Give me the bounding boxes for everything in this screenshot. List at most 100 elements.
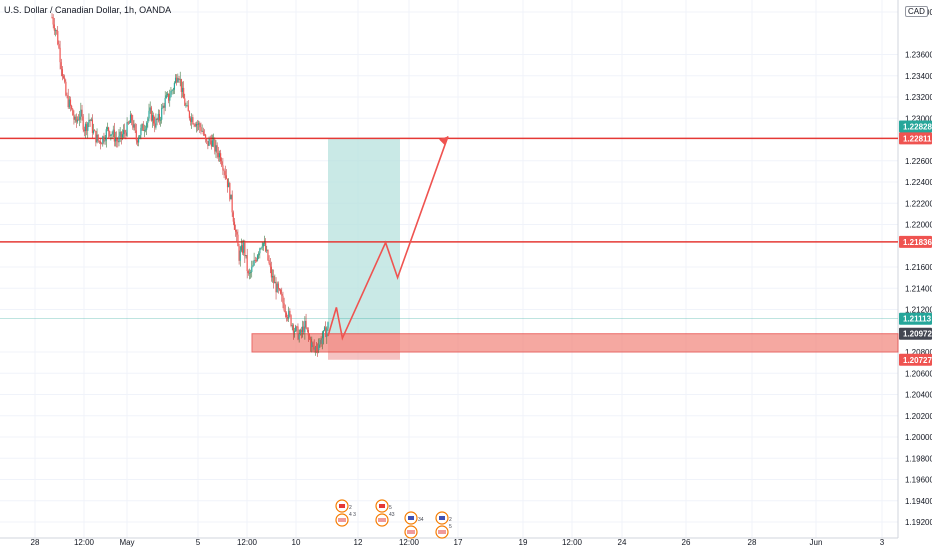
candle-body xyxy=(216,145,218,153)
event-count: 34 xyxy=(418,517,424,523)
candle-body xyxy=(80,109,82,117)
candle-body xyxy=(280,289,282,294)
candle-body xyxy=(201,130,203,132)
candle-body xyxy=(226,178,229,188)
candle-body xyxy=(241,245,244,253)
candle-body xyxy=(300,329,303,333)
event-count: 4 3 xyxy=(349,512,356,518)
canada-flag-icon xyxy=(339,504,345,508)
x-tick-label: 10 xyxy=(292,538,301,547)
candle-body xyxy=(233,221,236,230)
candle-body xyxy=(81,109,83,117)
candle-body xyxy=(218,153,221,158)
candle-body xyxy=(293,330,296,333)
candle-body xyxy=(178,78,180,80)
candle-body xyxy=(128,122,130,124)
candle-body xyxy=(125,132,127,136)
candle-body xyxy=(117,140,119,143)
candle-body xyxy=(173,82,176,90)
candle-body xyxy=(306,327,308,330)
price-label-badge xyxy=(899,312,932,325)
candle-body xyxy=(194,124,196,127)
candle-body xyxy=(312,342,314,346)
candle-body xyxy=(84,124,87,132)
candle-body xyxy=(142,123,144,131)
candle-body xyxy=(225,175,227,179)
candle-body xyxy=(288,310,290,319)
y-tick-label: 1.21400 xyxy=(905,284,932,293)
candle-body xyxy=(79,116,81,120)
price-label-text: 1.21836 xyxy=(903,238,932,247)
candle-body xyxy=(259,248,261,254)
candle-body xyxy=(148,110,150,119)
candle-body xyxy=(285,312,288,318)
candle-body xyxy=(277,283,279,289)
candle-body xyxy=(111,134,113,135)
candle-body xyxy=(276,283,278,293)
candle-body xyxy=(213,139,215,141)
projection-path[interactable] xyxy=(327,136,449,341)
candle-body xyxy=(239,250,241,261)
candle-body xyxy=(181,87,184,92)
candle-body xyxy=(171,90,173,92)
price-label-text: 1.20727 xyxy=(903,356,932,365)
candle-body xyxy=(51,17,53,19)
candle-body xyxy=(139,135,141,139)
x-tick-label: 19 xyxy=(519,538,528,547)
support-zone[interactable] xyxy=(251,333,899,353)
candle-body xyxy=(284,310,286,313)
candle-body xyxy=(172,89,174,91)
candle-body xyxy=(192,117,194,125)
candle-body xyxy=(184,98,186,106)
candle-body xyxy=(161,107,163,120)
x-tick-label: 28 xyxy=(31,538,40,547)
candle-body xyxy=(158,113,160,121)
candle-body xyxy=(206,139,208,142)
candle-body xyxy=(252,265,254,267)
candle-body xyxy=(147,118,149,123)
candle-body xyxy=(231,194,233,213)
candle-body xyxy=(132,120,134,128)
y-tick-label: 1.23200 xyxy=(905,93,932,102)
candle-body xyxy=(281,293,283,296)
candle-body xyxy=(325,327,327,337)
candle-body xyxy=(131,114,133,121)
candle-body xyxy=(260,247,262,249)
y-tick-label: 1.23600 xyxy=(905,51,932,60)
y-tick-label: 1.21200 xyxy=(905,306,932,315)
candle-body xyxy=(296,326,298,328)
candle-body xyxy=(320,339,322,344)
candle-body xyxy=(83,129,85,132)
candle-body xyxy=(112,129,114,135)
candle-body xyxy=(91,119,94,133)
candle-body xyxy=(71,105,73,109)
price-label-badge xyxy=(899,327,932,340)
candle-body xyxy=(183,87,185,99)
x-tick-label: 12 xyxy=(354,538,363,547)
usa-flag-icon xyxy=(438,530,446,534)
candle-body xyxy=(202,130,204,135)
candle-body xyxy=(323,327,326,331)
candle-body xyxy=(103,136,105,142)
candle-body xyxy=(177,78,179,83)
y-tick-label: 1.20200 xyxy=(905,412,932,421)
candle-body xyxy=(256,255,259,261)
candle-body xyxy=(77,119,80,121)
event-count: 2 xyxy=(349,505,352,511)
candle-body xyxy=(196,123,199,125)
candle-body xyxy=(271,276,274,278)
candle-body xyxy=(135,130,137,141)
candle-body xyxy=(143,130,145,131)
usa-flag-icon xyxy=(439,516,445,520)
candle-body xyxy=(96,134,98,143)
candle-body xyxy=(291,325,293,326)
y-tick-label: 1.22000 xyxy=(905,221,932,230)
candle-body xyxy=(151,115,154,121)
candle-body xyxy=(195,123,197,127)
x-tick-label: 26 xyxy=(682,538,691,547)
x-tick-label: 5 xyxy=(196,538,201,547)
candle-body xyxy=(129,114,132,123)
currency-button[interactable]: CAD xyxy=(905,6,928,17)
y-tick-label: 1.19400 xyxy=(905,497,932,506)
